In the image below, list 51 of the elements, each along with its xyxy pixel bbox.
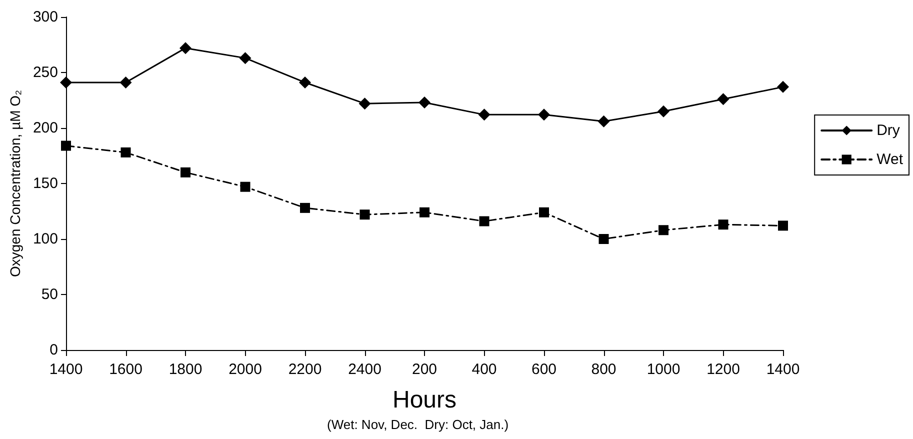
point [120,147,131,158]
point [478,108,490,121]
point [538,108,550,121]
point [479,216,490,226]
y-tick-label: 50 [41,286,58,303]
x-tick-label: 1400 [766,361,800,378]
text: (Wet: Nov, Dec. Dry: Oct, Jan.) [327,417,509,432]
x-tick-label: 1600 [109,361,142,378]
point [718,220,728,230]
x-tick-label: 1400 [49,361,83,378]
point [180,42,192,54]
point [360,210,370,220]
point [658,225,668,236]
point [180,167,190,178]
legend-label: Wet [876,151,904,168]
x-tick-label: 2000 [228,361,262,378]
y-tick-label: 150 [32,175,58,192]
point [598,115,610,128]
point [240,182,250,192]
point [61,140,71,151]
x-tick-label: 400 [472,361,497,378]
point [358,98,371,110]
point [239,52,252,64]
point [60,76,72,88]
x-tick-label: 1000 [646,361,680,378]
point [717,93,730,106]
point [420,207,430,218]
x-tick-label: 600 [531,361,557,378]
point [658,105,670,118]
point [777,80,789,93]
y-axis-title: Oxygen Concentration, µM O₂ [7,90,23,278]
x-tick-label: 1800 [168,361,202,378]
y-tick-label: 300 [32,8,58,26]
x-tick-label: 1200 [706,361,740,378]
x-tick-label: 2400 [348,361,382,378]
y-tick-label: 200 [32,120,58,136]
point [598,234,609,244]
y-tick-label: 100 [32,230,58,248]
point [539,207,549,218]
x-tick-label: 800 [591,361,616,378]
legend-label: Dry [876,122,900,139]
point [418,96,430,108]
x-axis-title: Hours [392,386,457,414]
y-tick-label: 0 [50,342,58,358]
y-tick-label: 250 [32,64,58,81]
point [300,202,310,213]
x-tick-label: 200 [412,361,438,378]
point [299,76,311,88]
point [120,76,132,88]
point [778,220,788,231]
x-tick-label: 2200 [288,361,322,378]
